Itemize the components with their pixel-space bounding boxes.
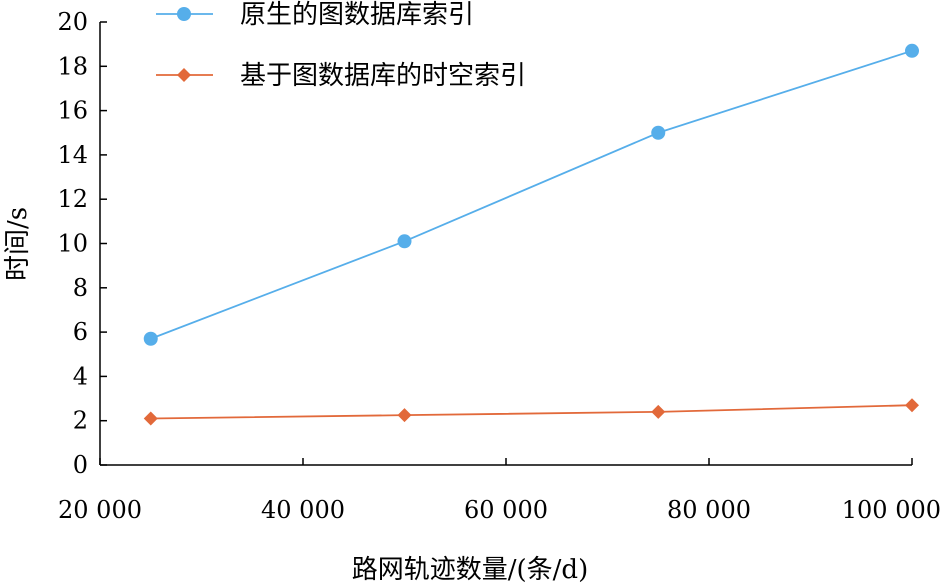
legend-item: 原生的图数据库索引 — [156, 0, 474, 30]
y-tick-label: 0 — [73, 451, 88, 479]
data-point — [397, 408, 412, 423]
series-layer — [143, 43, 919, 426]
y-tick-label: 14 — [57, 141, 88, 169]
series-1 — [143, 43, 919, 346]
legend-marker — [177, 7, 191, 21]
y-tick-label: 12 — [57, 185, 88, 213]
x-axis-title: 路网轨迹数量/(条/d) — [352, 555, 588, 585]
series-line — [150, 404, 913, 420]
data-point — [651, 404, 666, 419]
legend-label: 原生的图数据库索引 — [240, 0, 474, 30]
y-tick-label: 8 — [73, 274, 88, 302]
y-tick-label: 6 — [73, 318, 88, 346]
legend-item: 基于图数据库的时空索引 — [156, 61, 526, 91]
legend-marker — [177, 68, 191, 82]
x-tick-label: 60 000 — [464, 496, 548, 524]
y-tick-label: 10 — [57, 230, 88, 258]
x-tick-label: 100 000 — [842, 496, 941, 524]
data-point — [397, 234, 412, 249]
y-tick-label: 20 — [57, 8, 88, 36]
data-point — [143, 331, 158, 346]
y-tick-label: 16 — [57, 97, 88, 125]
y-tick-label: 4 — [73, 362, 88, 390]
x-tick-label: 20 000 — [58, 496, 142, 524]
data-point — [143, 411, 158, 426]
y-ticks: 0 2 4 6 8 10 12 14 16 18 20 — [57, 8, 107, 479]
y-axis-title: 时间/s — [3, 207, 33, 281]
series-line — [150, 49, 913, 340]
data-point — [651, 125, 666, 140]
x-ticks: 20 000 40 000 60 000 80 000 100 000 — [58, 458, 941, 524]
x-tick-label: 80 000 — [667, 496, 751, 524]
data-point — [905, 398, 919, 413]
x-tick-label: 40 000 — [261, 496, 345, 524]
y-tick-label: 18 — [57, 52, 88, 80]
series-2 — [143, 398, 919, 426]
y-tick-label: 2 — [73, 407, 88, 435]
data-point — [905, 43, 919, 58]
legend-label: 基于图数据库的时空索引 — [240, 61, 526, 91]
